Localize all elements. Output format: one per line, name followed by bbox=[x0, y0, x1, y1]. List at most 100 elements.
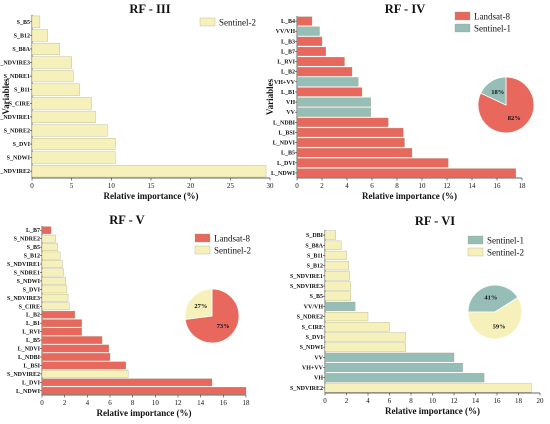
x-tick-label: 16 bbox=[494, 182, 502, 190]
bar-s-ndre2 bbox=[41, 234, 56, 243]
x-tick-label: 10 bbox=[152, 399, 160, 407]
legend-label: Sentinel-1 bbox=[487, 236, 524, 246]
category-label: L_B5 bbox=[281, 151, 295, 157]
category-label: L_B4 bbox=[281, 19, 295, 25]
x-axis-label: Relative importance (%) bbox=[385, 406, 480, 416]
category-label: L_NDWI bbox=[16, 389, 41, 395]
category-label: L_B5 bbox=[26, 338, 40, 344]
bar-s-ndwi bbox=[41, 277, 66, 285]
pie-chart: 73% 27% bbox=[184, 288, 240, 344]
bar-vh bbox=[324, 373, 485, 383]
category-label: S_NDVIRE1 bbox=[7, 262, 40, 268]
x-axis-label: Relative importance (%) bbox=[104, 191, 199, 201]
pie-slice-59 bbox=[467, 296, 523, 340]
chart-title: RF - III bbox=[129, 2, 170, 16]
category-label: L_DVI bbox=[22, 380, 41, 386]
category-label: L_B1 bbox=[281, 90, 295, 96]
category-label: S_B5 bbox=[310, 294, 323, 300]
bar-vv-vh bbox=[296, 26, 320, 36]
x-tick-label: 4 bbox=[86, 399, 90, 407]
category-label: L_B7 bbox=[281, 49, 295, 55]
category-label: S_DVI bbox=[13, 142, 31, 148]
category-label: VV bbox=[286, 110, 295, 116]
x-tick-label: 10 bbox=[429, 397, 437, 405]
x-tick-label: 8 bbox=[409, 397, 413, 405]
bar-s-b5 bbox=[31, 15, 41, 28]
legend-label: Landsat-8 bbox=[214, 234, 250, 244]
x-tick-label: 10 bbox=[108, 182, 116, 190]
category-label: VH+VV bbox=[274, 80, 296, 86]
x-tick-label: 4 bbox=[366, 397, 370, 405]
chart-title: RF - IV bbox=[385, 2, 426, 16]
bar-l-ndvi bbox=[41, 344, 110, 353]
x-tick-label: 6 bbox=[370, 182, 374, 190]
x-tick-label: 8 bbox=[395, 182, 399, 190]
category-label: S_NDVIRE3 bbox=[0, 61, 30, 67]
legend-swatch bbox=[454, 23, 471, 33]
chart-title: RF - V bbox=[109, 213, 144, 227]
bar-vv bbox=[324, 352, 455, 362]
category-label: S_CIRE bbox=[9, 101, 30, 107]
pie-slice-label: 82% bbox=[508, 115, 521, 122]
legend: Sentinel-2 bbox=[199, 17, 256, 28]
x-tick-label: 8 bbox=[131, 399, 135, 407]
chart-title: RF - VI bbox=[415, 214, 455, 228]
category-label: S_NDVIRE3 bbox=[290, 284, 323, 290]
pie-slice-label: 59% bbox=[493, 323, 506, 330]
category-label: S_NDRE1 bbox=[14, 270, 40, 276]
legend-swatch bbox=[467, 235, 484, 245]
category-label: S_NDRE1 bbox=[4, 74, 30, 80]
x-tick-label: 0 bbox=[295, 182, 299, 190]
x-tick-label: 4 bbox=[345, 182, 349, 190]
bar-l-b7 bbox=[41, 226, 52, 235]
bar-vv bbox=[296, 107, 371, 117]
bar-vh-vv bbox=[324, 363, 463, 373]
bar-vv-vh bbox=[324, 301, 356, 311]
x-tick-label: 5 bbox=[70, 182, 74, 190]
x-tick-label: 2 bbox=[345, 397, 349, 405]
x-tick-label: 14 bbox=[469, 182, 477, 190]
category-label: S_NDVIRE2 bbox=[0, 169, 30, 175]
x-tick-label: 12 bbox=[451, 397, 459, 405]
category-label: VV bbox=[314, 355, 323, 361]
bar-l-bsi bbox=[296, 127, 404, 137]
x-tick-label: 18 bbox=[243, 399, 251, 407]
legend-swatch bbox=[199, 17, 216, 27]
bar-s-ndwi bbox=[324, 342, 406, 352]
pie-slice-18 bbox=[480, 76, 507, 106]
legend: Sentinel-1 Sentinel-2 bbox=[467, 235, 524, 258]
pie-slice-label: 27% bbox=[194, 303, 207, 310]
bar-l-bsi bbox=[41, 361, 127, 370]
bar-s-cire bbox=[41, 302, 70, 311]
x-tick-label: 6 bbox=[108, 399, 112, 407]
bar-s-ndvire2 bbox=[41, 370, 129, 378]
x-tick-label: 0 bbox=[40, 399, 44, 407]
bar-l-b4 bbox=[296, 16, 313, 26]
category-label: S_B11 bbox=[307, 253, 323, 259]
bar-s-ndvire3 bbox=[31, 56, 72, 69]
x-tick-label: 14 bbox=[472, 397, 480, 405]
bar-l-dvi bbox=[41, 378, 213, 387]
chart-rf5: RF - V L_B7 S_NDRE2 S_B5 S_B12 S_NDVIRE1 S_NDR… bbox=[7, 213, 251, 418]
bar-s-b8a bbox=[31, 42, 60, 55]
bar-s-b12 bbox=[31, 29, 49, 42]
category-label: L_B2 bbox=[26, 313, 40, 319]
category-label: S_CIRE bbox=[19, 304, 40, 310]
bar-vh-vv bbox=[296, 77, 359, 87]
category-label: S_NDRE2 bbox=[14, 237, 40, 243]
category-label: S_DVI bbox=[23, 287, 41, 293]
bar-l-rvi bbox=[41, 327, 82, 336]
category-label: S_B5 bbox=[17, 20, 30, 26]
bar-s-b12 bbox=[41, 251, 61, 260]
x-tick-label: 10 bbox=[419, 182, 427, 190]
x-tick-label: 2 bbox=[63, 399, 67, 407]
category-label: VH+VV bbox=[302, 366, 324, 372]
pie-slice-label: 18% bbox=[491, 89, 504, 96]
x-tick-label: 12 bbox=[175, 399, 183, 407]
bar-s-b5 bbox=[324, 291, 351, 301]
category-label: L_NDBI bbox=[273, 120, 296, 126]
legend-label: Sentinel-1 bbox=[474, 24, 511, 34]
legend: Landsat-8 Sentinel-1 bbox=[454, 12, 511, 34]
x-tick-label: 6 bbox=[388, 397, 392, 405]
